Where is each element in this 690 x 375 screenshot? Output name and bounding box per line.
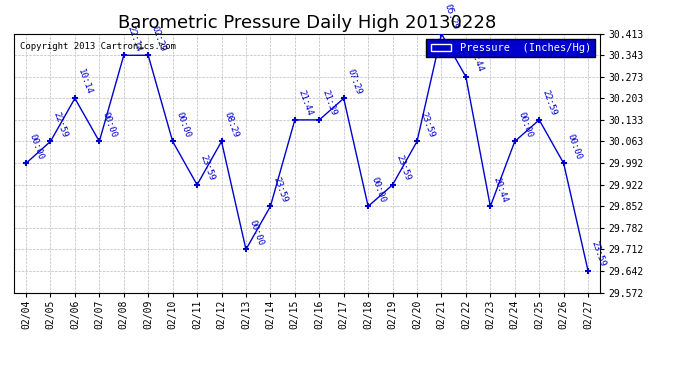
Text: 23:59: 23:59 xyxy=(589,240,607,268)
Text: Copyright 2013 Cartronics.com: Copyright 2013 Cartronics.com xyxy=(19,42,175,51)
Text: 00:00: 00:00 xyxy=(565,132,582,160)
Text: 00:00: 00:00 xyxy=(174,110,192,139)
Text: 23:59: 23:59 xyxy=(394,154,412,182)
Text: 22:59: 22:59 xyxy=(540,89,558,117)
Text: 23:59: 23:59 xyxy=(272,175,289,204)
Text: 00:00: 00:00 xyxy=(101,110,119,139)
Text: 22:14: 22:14 xyxy=(125,24,143,52)
Text: 20:44: 20:44 xyxy=(492,175,509,204)
Text: 02:29: 02:29 xyxy=(150,24,167,52)
Text: 23:59: 23:59 xyxy=(418,110,436,139)
Text: 00:00: 00:00 xyxy=(370,175,387,204)
Title: Barometric Pressure Daily High 20130228: Barometric Pressure Daily High 20130228 xyxy=(118,14,496,32)
Text: 07:29: 07:29 xyxy=(345,67,363,96)
Text: 21:39: 21:39 xyxy=(321,89,338,117)
Text: 08:29: 08:29 xyxy=(223,110,241,139)
Text: 00:00: 00:00 xyxy=(516,110,534,139)
Text: 00:00: 00:00 xyxy=(28,132,45,160)
Text: 05:29: 05:29 xyxy=(443,3,460,31)
Text: 23:59: 23:59 xyxy=(199,154,216,182)
Text: 10:14: 10:14 xyxy=(77,67,94,96)
Legend: Pressure  (Inches/Hg): Pressure (Inches/Hg) xyxy=(426,39,595,57)
Text: 14:44: 14:44 xyxy=(467,46,485,74)
Text: 00:00: 00:00 xyxy=(247,218,265,247)
Text: 21:44: 21:44 xyxy=(296,89,314,117)
Text: 22:59: 22:59 xyxy=(52,110,70,139)
